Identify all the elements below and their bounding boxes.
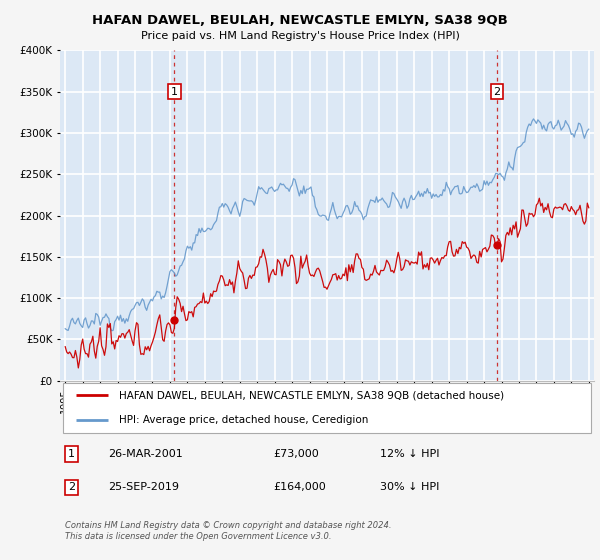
Text: Contains HM Land Registry data © Crown copyright and database right 2024.
This d: Contains HM Land Registry data © Crown c…	[65, 521, 392, 541]
Text: 26-MAR-2001: 26-MAR-2001	[108, 449, 183, 459]
Text: 25-SEP-2019: 25-SEP-2019	[108, 482, 179, 492]
Text: 1: 1	[68, 449, 75, 459]
Text: £73,000: £73,000	[274, 449, 319, 459]
Text: 2: 2	[68, 482, 76, 492]
Text: 30% ↓ HPI: 30% ↓ HPI	[380, 482, 440, 492]
Text: HAFAN DAWEL, BEULAH, NEWCASTLE EMLYN, SA38 9QB (detached house): HAFAN DAWEL, BEULAH, NEWCASTLE EMLYN, SA…	[119, 390, 504, 400]
Text: 1: 1	[171, 87, 178, 97]
Text: 2: 2	[494, 87, 501, 97]
FancyBboxPatch shape	[62, 383, 592, 432]
Text: 12% ↓ HPI: 12% ↓ HPI	[380, 449, 440, 459]
Text: Price paid vs. HM Land Registry's House Price Index (HPI): Price paid vs. HM Land Registry's House …	[140, 31, 460, 41]
Text: £164,000: £164,000	[274, 482, 326, 492]
Text: HPI: Average price, detached house, Ceredigion: HPI: Average price, detached house, Cere…	[119, 415, 368, 425]
Text: HAFAN DAWEL, BEULAH, NEWCASTLE EMLYN, SA38 9QB: HAFAN DAWEL, BEULAH, NEWCASTLE EMLYN, SA…	[92, 14, 508, 27]
